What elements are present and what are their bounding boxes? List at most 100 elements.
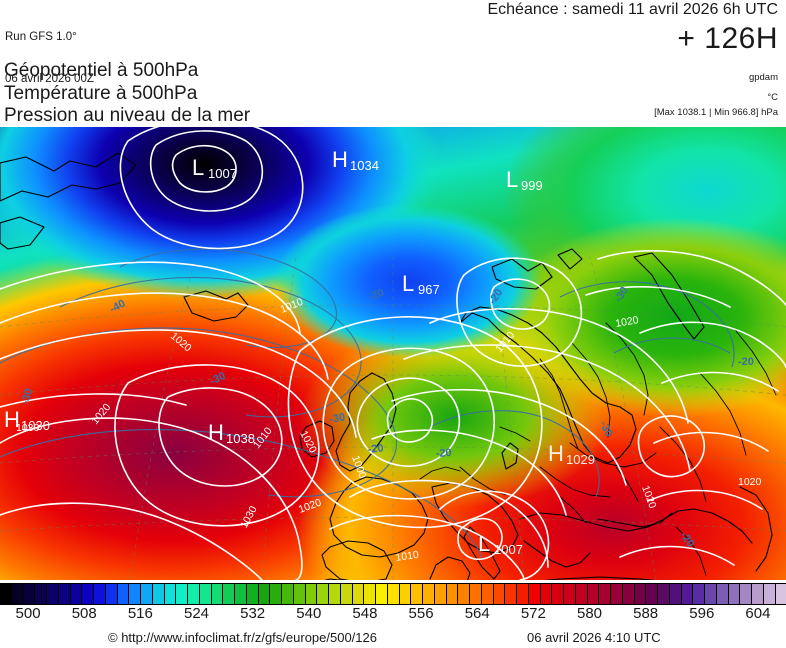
colorbar-swatch <box>728 584 741 604</box>
colorbar-swatch <box>164 584 177 604</box>
colorbar-swatch <box>517 584 529 604</box>
colorbar-swatch <box>258 584 271 604</box>
colorbar-swatch <box>564 584 576 604</box>
units-legend: gpdam °C [Max 1038.1 | Min 966.8] hPa <box>654 72 778 119</box>
weather-map[interactable]: 1020 1030 1020 1010 1010 1020 1030 1030 … <box>0 127 786 580</box>
colorbar-swatch <box>611 584 623 604</box>
colorbar-swatch <box>681 584 694 604</box>
colorbar-swatch <box>364 584 376 604</box>
colorbar-swatch <box>293 584 306 604</box>
colorbar-swatch <box>246 584 259 604</box>
colorbar-swatch <box>716 584 729 604</box>
colorbar-tick-label: 532 <box>240 605 266 622</box>
colorbar-swatch <box>470 584 482 604</box>
unit-geopotential: gpdam <box>748 72 778 83</box>
colorbar-tick-label: 564 <box>464 605 490 622</box>
colorbar-tick-label: 580 <box>576 605 603 622</box>
colorbar-swatch <box>117 584 130 604</box>
chart-title-temperature: Température à 500hPa <box>4 82 198 104</box>
temp-label-minus30-e: -30 <box>597 419 614 438</box>
colorbar-swatch <box>740 584 752 604</box>
colorbar-swatch <box>176 584 188 604</box>
temp-label-minus20-fr: -20 <box>435 447 452 460</box>
colorbar-swatch <box>129 584 141 604</box>
colorbar-tick-label: 516 <box>127 605 153 622</box>
colorbar-tick-label: 596 <box>689 605 715 622</box>
colorbar-swatch <box>669 584 682 604</box>
model-run-line2: 06 avril 2026 00Z <box>5 73 94 85</box>
colorbar-tick-label: 572 <box>520 605 546 622</box>
isobar-label-1020-far-e: 1020 <box>738 476 762 488</box>
pressure-centre-H-1034-svalbard: H 1034 <box>332 147 379 173</box>
pressure-centre-H-1030-westedge: H 1030 <box>4 407 50 433</box>
generated-stamp: 06 avril 2026 4:10 UTC <box>527 630 661 645</box>
colorbar-swatch <box>340 584 353 604</box>
colorbar-swatch <box>11 584 24 604</box>
colorbar-swatch <box>141 584 153 604</box>
low-marker-letter: L <box>478 531 490 556</box>
unit-temperature: °C <box>767 92 778 103</box>
colorbar-tick-label: 524 <box>183 605 210 622</box>
colorbar-swatch <box>188 584 200 604</box>
colorbar-swatch <box>493 584 506 604</box>
low-marker-letter: L <box>402 271 414 296</box>
valid-time-label: Echéance : samedi 11 avril 2026 6h UTC <box>487 1 778 18</box>
colorbar-swatch <box>446 584 459 604</box>
colorbar-swatch <box>481 584 494 604</box>
geopotential-colorbar[interactable] <box>0 583 786 605</box>
colorbar-tick-label: 500 <box>15 605 41 622</box>
chart-title-pressure: Pression au niveau de la mer <box>4 105 251 126</box>
temp-label-minus20-uk: -20 <box>367 442 384 456</box>
pressure-isobars-layer <box>0 127 786 580</box>
colorbar-swatch <box>35 584 47 604</box>
colorbar-swatch <box>763 584 776 604</box>
isobar-label-1010-fr: 1010 <box>395 549 420 564</box>
colorbar-swatch <box>270 584 282 604</box>
temp-label-minus20-e: -20 <box>738 356 754 368</box>
pressure-centre-L-967-northsea: L 967 <box>402 271 440 297</box>
temp-label-minus30-uk: -30 <box>328 411 346 426</box>
isobar-label-1030-left: 1030 <box>16 422 40 434</box>
colorbar-tick-label: 604 <box>745 605 771 622</box>
pressure-centre-L-1007-iceland: L 1007 <box>192 155 237 181</box>
graticule-layer <box>0 256 786 580</box>
colorbar-swatch <box>352 584 365 604</box>
pressure-centre-H-1038-azores: H 1038 <box>208 420 255 446</box>
colorbar-tick-label: 548 <box>352 605 378 622</box>
high-marker-letter: H <box>208 420 224 445</box>
high-marker-letter: H <box>4 407 20 432</box>
colorbar-swatch <box>587 584 600 604</box>
colorbar-swatch <box>282 584 294 604</box>
low-marker-value: 1007 <box>208 166 237 181</box>
pressure-centre-L-999-norway: L 999 <box>506 167 543 193</box>
colorbar-swatch <box>235 584 247 604</box>
temperature-contours-layer <box>0 248 735 560</box>
colorbar-swatch <box>622 584 635 604</box>
colorbar-tick-label: 508 <box>71 605 97 622</box>
colorbar-swatch <box>528 584 541 604</box>
temp-label-minus30-w: -30 <box>19 387 35 406</box>
colorbar-swatch <box>399 584 412 604</box>
pressure-centre-L-1007-algeria: L 1007 <box>478 531 523 557</box>
colorbar-tick-label: 588 <box>633 605 659 622</box>
colorbar-swatch <box>329 584 341 604</box>
colorbar-swatch <box>305 584 318 604</box>
colorbar-swatch <box>540 584 553 604</box>
low-marker-value: 1007 <box>494 542 523 557</box>
colorbar-swatch <box>693 584 705 604</box>
colorbar-swatch <box>634 584 647 604</box>
colorbar-swatch <box>152 584 165 604</box>
forecast-hour-label: + 126H <box>677 22 778 55</box>
source-url[interactable]: © http://www.infoclimat.fr/z/gfs/europe/… <box>108 630 377 645</box>
colorbar-swatch <box>705 584 717 604</box>
isobar-label-1020-arc: 1020 <box>614 314 639 330</box>
pressure-centres-layer: L 1007 H 1034 L 999 L 967 H 1038 <box>4 147 595 557</box>
colorbar-swatch <box>47 584 59 604</box>
high-marker-value: 1034 <box>350 158 379 173</box>
high-marker-value: 1030 <box>21 418 50 433</box>
colorbar-swatch <box>434 584 447 604</box>
colorbar-swatch <box>411 584 423 604</box>
colorbar-swatch <box>775 584 786 604</box>
colorbar-swatch <box>599 584 611 604</box>
